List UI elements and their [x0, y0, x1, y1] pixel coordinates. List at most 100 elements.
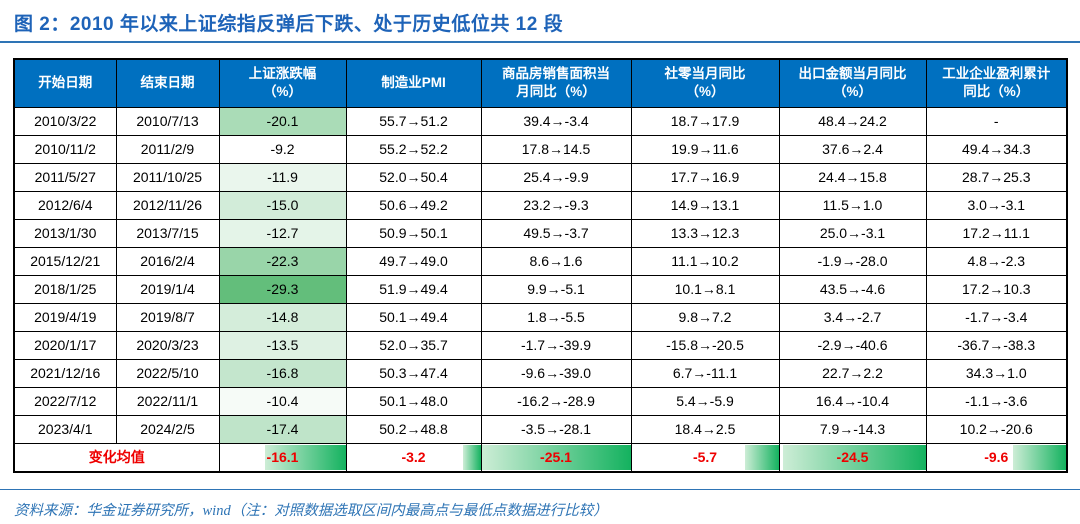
pmi-cell: 50.1→48.0 [345, 386, 482, 416]
profit-cell: - [925, 106, 1068, 136]
sse-change-cell: -17.4 [218, 414, 347, 444]
column-header: 结束日期 [115, 58, 220, 108]
export-cell: 43.5→-4.6 [778, 274, 927, 304]
end-date-cell: 2022/5/10 [115, 358, 220, 388]
table-header-row: 开始日期 结束日期 上证涨跌幅 （%） 制造业PMI 商品房销售面积当 月同比（%） 社零当月… [13, 58, 1068, 108]
retail-cell: 11.1→10.2 [630, 246, 780, 276]
table-row: 2022/7/12 2022/11/1 -10.4 50.1→48.0 -16.2→-2… [13, 386, 1068, 416]
source-note: 资料来源：华金证券研究所，wind（注：对照数据选取区间内最高点与最低点数据进行… [14, 503, 608, 519]
retail-cell: 18.4→2.5 [630, 414, 780, 444]
table-row: 2019/4/19 2019/8/7 -14.8 50.1→49.4 1.8→-5.5 9… [13, 302, 1068, 332]
sse-change-cell: -9.2 [218, 134, 347, 164]
retail-cell: 9.8→7.2 [630, 302, 780, 332]
housing-cell: 1.8→-5.5 [480, 302, 632, 332]
end-date-cell: 2016/2/4 [115, 246, 220, 276]
start-date-cell: 2021/12/16 [13, 358, 117, 388]
export-cell: 3.4→-2.7 [778, 302, 927, 332]
pmi-cell: 52.0→50.4 [345, 162, 482, 192]
average-change-cell: -16.1 [218, 442, 347, 473]
housing-cell: 25.4→-9.9 [480, 162, 632, 192]
figure-title: 图 2：2010 年以来上证综指反弹后下跌、处于历史低位共 12 段 [14, 14, 564, 35]
housing-cell: -1.7→-39.9 [480, 330, 632, 360]
start-date-cell: 2011/5/27 [13, 162, 117, 192]
retail-cell: 18.7→17.9 [630, 106, 780, 136]
average-row: 变化均值 -16.1 -3.2 -25.1 -5.7 -24.5 -9.6 [13, 442, 1068, 473]
title-underline [0, 41, 1080, 43]
column-header: 出口金额当月同比 （%） [778, 58, 927, 108]
retail-cell: 5.4→-5.9 [630, 386, 780, 416]
export-cell: 16.4→-10.4 [778, 386, 927, 416]
end-date-cell: 2011/10/25 [115, 162, 220, 192]
footer-divider [0, 489, 1080, 490]
housing-cell: 39.4→-3.4 [480, 106, 632, 136]
end-date-cell: 2019/1/4 [115, 274, 220, 304]
end-date-cell: 2010/7/13 [115, 106, 220, 136]
pmi-cell: 55.7→51.2 [345, 106, 482, 136]
sse-change-cell: -15.0 [218, 190, 347, 220]
pmi-cell: 50.2→48.8 [345, 414, 482, 444]
profit-cell: 17.2→11.1 [925, 218, 1068, 248]
housing-cell: -16.2→-28.9 [480, 386, 632, 416]
housing-cell: 23.2→-9.3 [480, 190, 632, 220]
start-date-cell: 2020/1/17 [13, 330, 117, 360]
pmi-cell: 52.0→35.7 [345, 330, 482, 360]
profit-cell: -36.7→-38.3 [925, 330, 1068, 360]
column-header: 商品房销售面积当 月同比（%） [480, 58, 632, 108]
sse-change-cell: -10.4 [218, 386, 347, 416]
end-date-cell: 2019/8/7 [115, 302, 220, 332]
retail-cell: 17.7→16.9 [630, 162, 780, 192]
start-date-cell: 2019/4/19 [13, 302, 117, 332]
start-date-cell: 2022/7/12 [13, 386, 117, 416]
profit-cell: 17.2→10.3 [925, 274, 1068, 304]
column-header: 开始日期 [13, 58, 117, 108]
end-date-cell: 2020/3/23 [115, 330, 220, 360]
export-cell: 37.6→2.4 [778, 134, 927, 164]
average-retail-cell: -5.7 [630, 442, 780, 473]
profit-cell: 10.2→-20.6 [925, 414, 1068, 444]
profit-cell: 34.3→1.0 [925, 358, 1068, 388]
table-row: 2020/1/17 2020/3/23 -13.5 52.0→35.7 -1.7→-39… [13, 330, 1068, 360]
housing-cell: 8.6→1.6 [480, 246, 632, 276]
data-bar [1012, 444, 1066, 470]
retail-cell: -15.8→-20.5 [630, 330, 780, 360]
export-cell: 25.0→-3.1 [778, 218, 927, 248]
sse-change-cell: -12.7 [218, 218, 347, 248]
export-cell: 22.7→2.2 [778, 358, 927, 388]
data-bar [745, 444, 778, 470]
average-value: -3.2 [401, 449, 426, 466]
sse-change-cell: -13.5 [218, 330, 347, 360]
column-header: 社零当月同比 （%） [630, 58, 780, 108]
retail-cell: 13.3→12.3 [630, 218, 780, 248]
housing-cell: -3.5→-28.1 [480, 414, 632, 444]
export-cell: -1.9→-28.0 [778, 246, 927, 276]
start-date-cell: 2018/1/25 [13, 274, 117, 304]
pmi-cell: 51.9→49.4 [345, 274, 482, 304]
average-value: -25.1 [540, 449, 572, 466]
export-cell: 48.4→24.2 [778, 106, 927, 136]
sse-change-cell: -14.8 [218, 302, 347, 332]
table-row: 2012/6/4 2012/11/26 -15.0 50.6→49.2 23.2→-9.… [13, 190, 1068, 220]
table-row: 2018/1/25 2019/1/4 -29.3 51.9→49.4 9.9→-5.1 1… [13, 274, 1068, 304]
average-value: -5.7 [692, 449, 718, 466]
profit-cell: 49.4→34.3 [925, 134, 1068, 164]
pmi-cell: 50.3→47.4 [345, 358, 482, 388]
profit-cell: 3.0→-3.1 [925, 190, 1068, 220]
start-date-cell: 2010/11/2 [13, 134, 117, 164]
export-cell: -2.9→-40.6 [778, 330, 927, 360]
end-date-cell: 2011/2/9 [115, 134, 220, 164]
profit-cell: -1.1→-3.6 [925, 386, 1068, 416]
housing-cell: -9.6→-39.0 [480, 358, 632, 388]
sse-change-cell: -29.3 [218, 274, 347, 304]
retail-cell: 6.7→-11.1 [630, 358, 780, 388]
housing-cell: 17.8→14.5 [480, 134, 632, 164]
table-row: 2021/12/16 2022/5/10 -16.8 50.3→47.4 -9.6→-3… [13, 358, 1068, 388]
decline-periods-table: 开始日期 结束日期 上证涨跌幅 （%） 制造业PMI 商品房销售面积当 月同比（%） 社零当月… [13, 58, 1068, 473]
average-pmi-cell: -3.2 [345, 442, 482, 473]
average-profit-cell: -9.6 [925, 442, 1068, 473]
start-date-cell: 2012/6/4 [13, 190, 117, 220]
retail-cell: 14.9→13.1 [630, 190, 780, 220]
start-date-cell: 2023/4/1 [13, 414, 117, 444]
pmi-cell: 49.7→49.0 [345, 246, 482, 276]
average-value: -16.1 [266, 449, 299, 466]
export-cell: 7.9→-14.3 [778, 414, 927, 444]
